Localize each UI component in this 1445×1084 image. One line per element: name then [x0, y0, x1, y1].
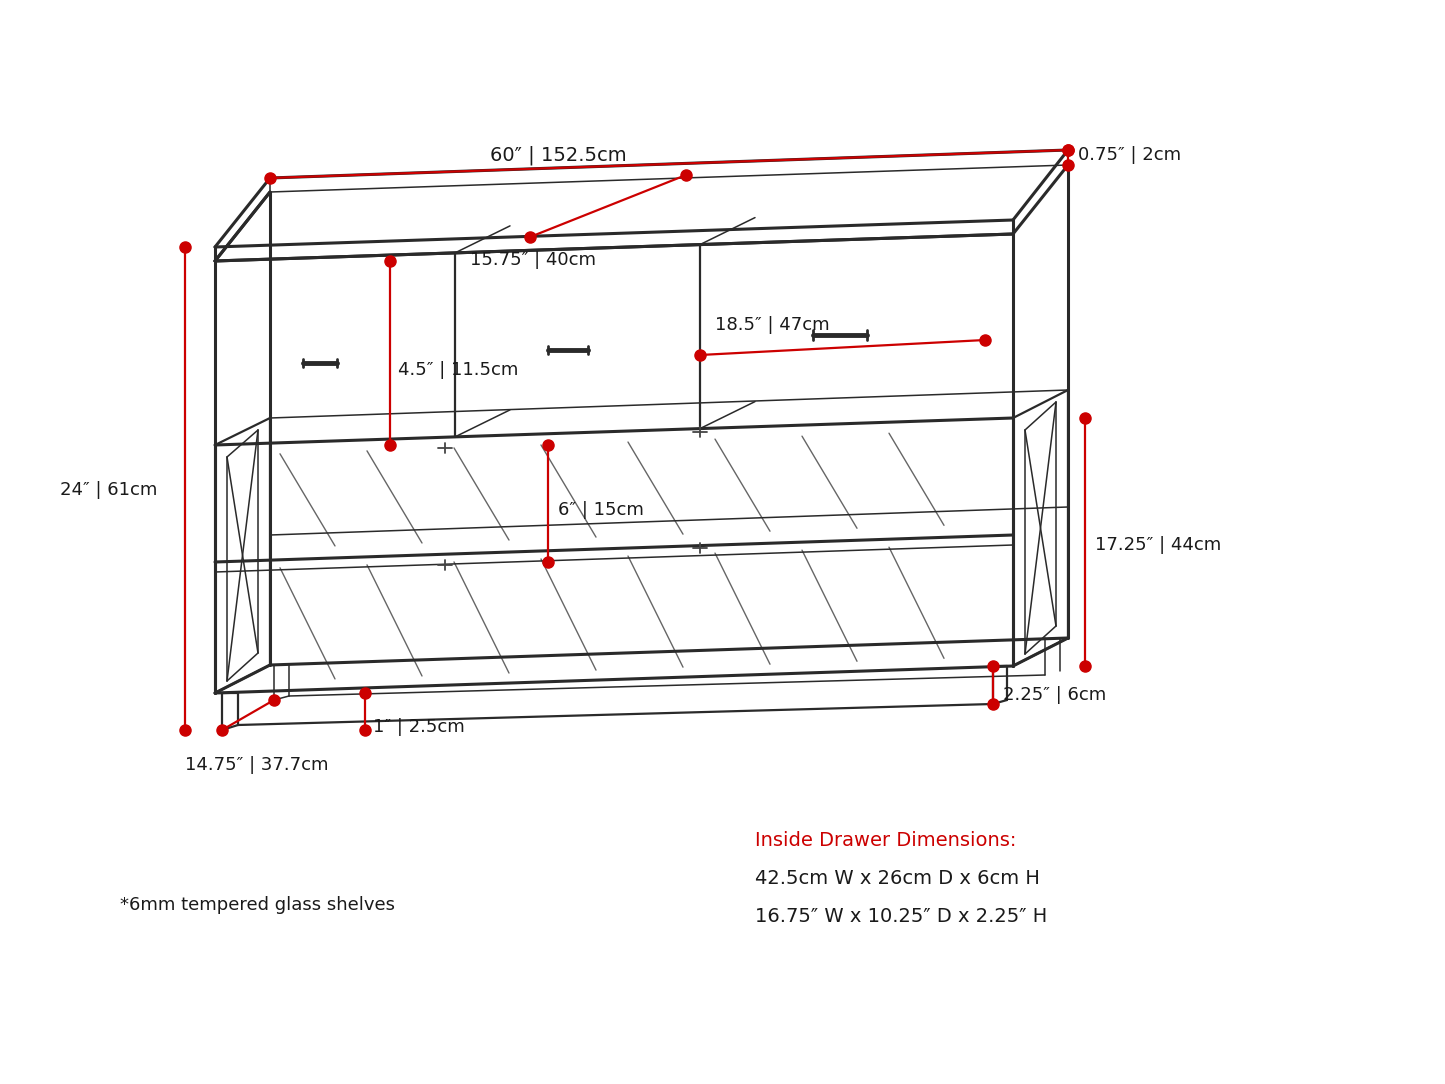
Text: 18.5″ | 47cm: 18.5″ | 47cm — [715, 317, 829, 334]
Text: 4.5″ | 11.5cm: 4.5″ | 11.5cm — [397, 361, 519, 379]
Text: 6″ | 15cm: 6″ | 15cm — [558, 501, 644, 519]
Text: Inside Drawer Dimensions:: Inside Drawer Dimensions: — [754, 830, 1016, 850]
Text: 16.75″ W x 10.25″ D x 2.25″ H: 16.75″ W x 10.25″ D x 2.25″ H — [754, 906, 1048, 926]
Text: *6mm tempered glass shelves: *6mm tempered glass shelves — [120, 896, 394, 914]
Text: 0.75″ | 2cm: 0.75″ | 2cm — [1078, 146, 1181, 164]
Text: 14.75″ | 37.7cm: 14.75″ | 37.7cm — [185, 756, 328, 774]
Text: 2.25″ | 6cm: 2.25″ | 6cm — [1003, 686, 1107, 704]
Text: 15.75″ | 40cm: 15.75″ | 40cm — [470, 251, 595, 269]
Text: 60″ | 152.5cm: 60″ | 152.5cm — [490, 145, 627, 165]
Text: 1″ | 2.5cm: 1″ | 2.5cm — [373, 718, 465, 736]
Text: 17.25″ | 44cm: 17.25″ | 44cm — [1095, 535, 1221, 554]
Text: 24″ | 61cm: 24″ | 61cm — [61, 481, 158, 499]
Text: 42.5cm W x 26cm D x 6cm H: 42.5cm W x 26cm D x 6cm H — [754, 868, 1040, 888]
